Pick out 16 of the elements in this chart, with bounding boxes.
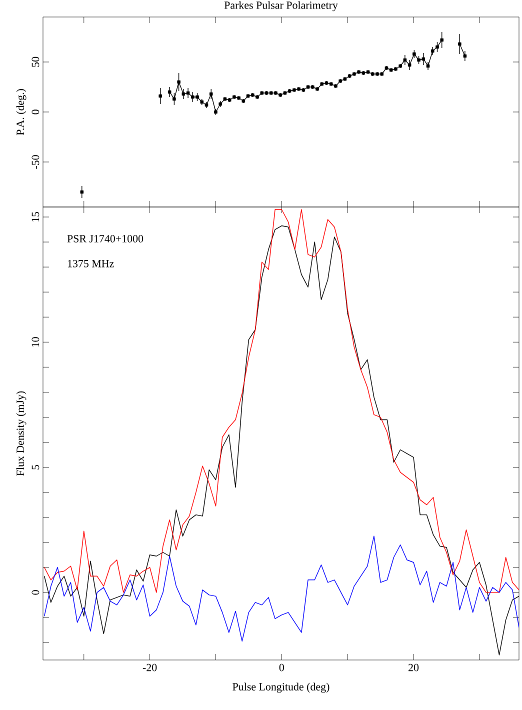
y-tick-label: 15 [32,212,40,222]
y-tick-label: 0 [32,590,40,595]
annotation: PSR J1740+1000 [67,235,144,242]
y-tick-label: 0 [32,110,40,114]
y-tick-label: 10 [32,337,40,347]
x-axis-title: Pulse Longitude (deg) [232,682,330,693]
x-tick-label: 0 [279,664,284,672]
y-tick-label: 50 [32,56,40,67]
y-tick-label: -50 [32,155,40,169]
annotation: 1375 MHz [68,260,114,268]
y-tick-label: 5 [32,464,40,470]
y-axis-title: Flux Density (mJy) [16,391,26,476]
chart-title: Parkes Pulsar Polarimetry [224,1,338,12]
y-axis-title: P.A. (deg.) [16,89,26,136]
x-tick-label: -20 [142,664,157,672]
x-tick-label: 20 [408,664,419,672]
